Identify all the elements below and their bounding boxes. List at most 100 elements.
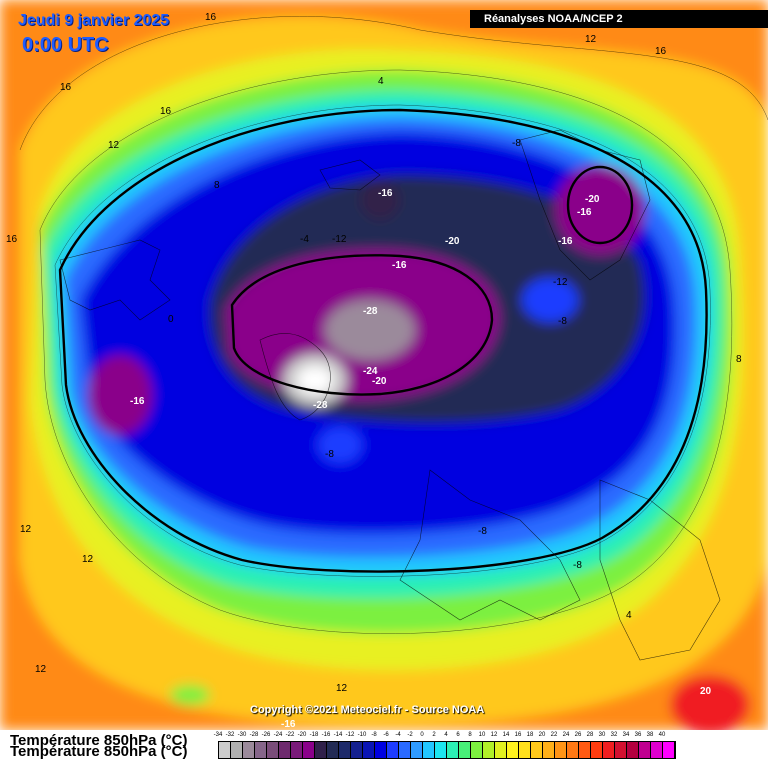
legend-tick-label: -30 [237, 732, 247, 738]
legend-tick-label: 12 [490, 732, 498, 738]
isotherm-label: 0 [168, 314, 174, 325]
legend-tick-label: -8 [371, 732, 377, 738]
isotherm-label: 12 [82, 554, 94, 565]
legend-swatch [651, 742, 663, 758]
isotherm-label: -28 [363, 306, 378, 317]
legend-tick-label: -34 [213, 732, 223, 738]
legend-tick-label: -2 [407, 732, 413, 738]
legend-tick-label: 0 [420, 732, 424, 738]
legend-swatch [483, 742, 495, 758]
temperature-map: 16 16 16 16 16 12 12 12 12 12 8 8 4 4 0 -4 -8 -8 -8 -8 -8 -12… [0, 0, 768, 730]
time-title: 0:00 UTC [22, 34, 109, 56]
legend-swatch [339, 742, 351, 758]
isotherm-label: -16 [558, 236, 573, 247]
date-title: Jeudi 9 janvier 2025 [18, 12, 170, 29]
legend-swatch [267, 742, 279, 758]
legend-swatch [507, 742, 519, 758]
legend-swatch [435, 742, 447, 758]
legend-tick-label: 40 [658, 732, 666, 738]
legend-swatch [423, 742, 435, 758]
legend-swatch [591, 742, 603, 758]
isotherm-label: -8 [478, 526, 487, 537]
legend-tick-label: -28 [249, 732, 259, 738]
isotherm-label: 4 [626, 610, 632, 621]
legend-tick-label: 10 [478, 732, 486, 738]
legend-swatch [639, 742, 651, 758]
legend-swatch [663, 742, 675, 758]
legend-tick-label: -22 [285, 732, 295, 738]
isotherm-label: 4 [378, 76, 384, 87]
isotherm-label: -20 [372, 376, 387, 387]
legend-tick-label: -26 [261, 732, 271, 738]
isotherm-label: 16 [205, 12, 217, 23]
legend-swatch [579, 742, 591, 758]
isotherm-label: 12 [35, 664, 47, 675]
isotherm-label: 12 [20, 524, 32, 535]
legend-tick-label: 4 [444, 732, 448, 738]
copyright-text: Copyright ©2021 Meteociel.fr - Source NO… [250, 704, 485, 716]
legend: Température 850hPa (°C) Température 850h… [0, 730, 768, 768]
legend-tick-label: -6 [383, 732, 389, 738]
legend-swatch [255, 742, 267, 758]
legend-swatch [219, 742, 231, 758]
legend-swatch [447, 742, 459, 758]
legend-swatch [627, 742, 639, 758]
legend-tick-label: 28 [586, 732, 594, 738]
legend-tick-label: 32 [610, 732, 618, 738]
coastlines [59, 129, 721, 661]
isotherm-label: 20 [700, 686, 712, 697]
isotherm-label: 16 [6, 234, 18, 245]
legend-swatch [615, 742, 627, 758]
temperature-field [0, 0, 768, 730]
isotherm-label: 16 [60, 82, 72, 93]
map-labels: 16 16 16 16 16 12 12 12 12 12 8 8 4 4 0 -4 -8 -8 -8 -8 -8 -12… [6, 12, 742, 730]
legend-swatch [303, 742, 315, 758]
isotherm-label: 12 [108, 140, 120, 151]
isotherm-label: -12 [332, 234, 347, 245]
legend-tick-label: -20 [297, 732, 307, 738]
legend-tick-label: -4 [395, 732, 401, 738]
legend-tick-label: -16 [321, 732, 331, 738]
legend-swatch [459, 742, 471, 758]
isotherm-label: -16 [281, 719, 296, 730]
legend-tick-label: 2 [432, 732, 436, 738]
legend-swatch [567, 742, 579, 758]
legend-swatch [531, 742, 543, 758]
legend-swatch [387, 742, 399, 758]
legend-swatch [543, 742, 555, 758]
legend-swatch [243, 742, 255, 758]
legend-swatch [375, 742, 387, 758]
legend-swatch [363, 742, 375, 758]
legend-tick-label: 8 [468, 732, 472, 738]
legend-swatch [231, 742, 243, 758]
legend-tick-label: -10 [357, 732, 367, 738]
legend-title: Température 850hPa (°C) [10, 732, 188, 749]
isotherm-label: 8 [214, 180, 220, 191]
isotherm-label: -8 [573, 560, 582, 571]
legend-swatch [555, 742, 567, 758]
legend-tick-label: 34 [622, 732, 630, 738]
isotherm-label: 16 [655, 46, 667, 57]
legend-tick-label: 16 [514, 732, 522, 738]
legend-swatch [351, 742, 363, 758]
isotherm-label: 8 [736, 354, 742, 365]
legend-swatch [291, 742, 303, 758]
legend-tick-label: 24 [562, 732, 570, 738]
isotherm-label: -20 [445, 236, 460, 247]
isotherm-label: -20 [585, 194, 600, 205]
legend-swatch [411, 742, 423, 758]
legend-swatch [315, 742, 327, 758]
legend-swatch [279, 742, 291, 758]
legend-tick-label: 36 [634, 732, 642, 738]
legend-color-bar [218, 741, 676, 759]
isotherm-label: -16 [392, 260, 407, 271]
isotherm-label: 16 [160, 106, 172, 117]
legend-swatch [471, 742, 483, 758]
legend-swatch [603, 742, 615, 758]
legend-tick-label: 18 [526, 732, 534, 738]
isotherm-label: -8 [558, 316, 567, 327]
isotherm-label: -12 [553, 277, 568, 288]
isotherm-label: 12 [336, 683, 348, 694]
legend-tick-label: -24 [273, 732, 283, 738]
legend-tick-label: 30 [598, 732, 606, 738]
